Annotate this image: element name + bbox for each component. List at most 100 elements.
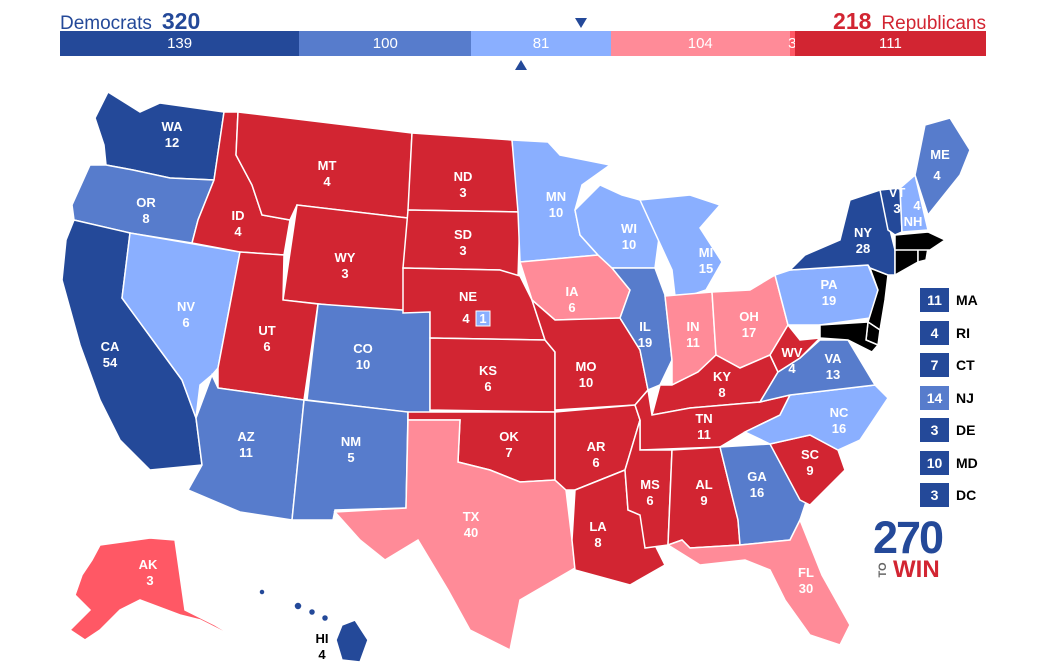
state-hi-island-1[interactable] [293,601,303,611]
state-me[interactable] [914,117,971,217]
ne-abbr: NE [459,289,477,304]
wv-ev: 4 [788,361,796,376]
fl-abbr: FL [798,565,814,580]
small-state-nj-abbr: NJ [956,389,974,406]
small-state-ct: 7 CT [920,353,978,377]
small-state-ct-ev-box[interactable]: 7 [920,353,949,377]
midpoint-up-arrow-icon [515,60,527,70]
la-ev: 8 [594,535,601,550]
mi-ev: 15 [699,261,713,276]
small-state-ma-abbr: MA [956,292,978,308]
small-state-ct-abbr: CT [956,357,975,373]
state-nh[interactable] [899,173,929,233]
pa-ev: 19 [822,293,836,308]
midpoint-down-arrow-icon [575,18,587,28]
va-abbr: VA [824,351,842,366]
state-hi[interactable] [335,619,369,663]
ut-ev: 6 [263,339,270,354]
democrats-tally: Democrats 320 [60,8,210,35]
republicans-total: 218 [833,8,872,34]
vt-ev: 3 [893,201,900,216]
small-state-ma-ev-box[interactable]: 11 [920,288,949,312]
ok-abbr: OK [499,429,519,444]
wa-ev: 12 [165,135,179,150]
sd-ev: 3 [459,243,466,258]
ut-abbr: UT [258,323,275,338]
small-state-nj: 14 NJ [920,385,978,410]
hi-ev: 4 [318,647,326,662]
nv-abbr: NV [177,299,195,314]
small-state-dc: 3 DC [920,483,978,507]
small-state-dc-ev-box[interactable]: 3 [920,483,949,507]
state-tx[interactable] [333,419,576,652]
nh-abbr: NH [904,214,923,229]
tx-abbr: TX [463,509,480,524]
fl-ev: 30 [799,581,813,596]
small-state-ri: 4 RI [920,320,978,345]
small-state-md-ev-box[interactable]: 10 [920,450,949,475]
wa-abbr: WA [162,119,184,134]
mt-abbr: MT [318,158,337,173]
ms-abbr: MS [640,477,660,492]
mi-abbr: MI [699,245,713,260]
ar-ev: 6 [592,455,599,470]
ok-ev: 7 [505,445,512,460]
tn-abbr: TN [695,411,712,426]
id-abbr: ID [232,208,245,223]
mo-ev: 10 [579,375,593,390]
state-ms[interactable] [624,419,673,549]
wi-ev: 10 [622,237,636,252]
small-state-dc-abbr: DC [956,487,977,503]
or-ev: 8 [142,211,149,226]
me-abbr: ME [930,147,950,162]
nv-ev: 6 [182,315,189,330]
democrats-label: Democrats [60,13,152,34]
me-ev: 4 [933,168,941,183]
state-fl[interactable] [666,518,851,646]
state-ct[interactable] [894,247,919,277]
small-state-de-ev-box[interactable]: 3 [920,418,949,442]
state-mi[interactable] [638,194,723,297]
ga-abbr: GA [747,469,767,484]
state-md[interactable] [819,321,880,353]
ks-ev: 6 [484,379,491,394]
state-il[interactable] [610,267,673,392]
state-vt[interactable] [879,187,903,236]
co-ev: 10 [356,357,370,372]
va-ev: 13 [826,367,840,382]
mn-abbr: MN [546,189,566,204]
state-ak[interactable] [68,537,241,641]
state-ma[interactable] [894,231,947,251]
state-ut[interactable] [217,251,319,401]
mo-abbr: MO [576,359,597,374]
state-hi-island-3[interactable] [320,613,330,623]
nc-ev: 16 [832,421,846,436]
small-state-ri-ev-box[interactable]: 4 [920,320,949,345]
ca-ev: 54 [103,355,118,370]
wv-abbr: WV [782,345,803,360]
small-state-nj-ev-box[interactable]: 14 [920,385,949,410]
co-abbr: CO [353,341,373,356]
ks-abbr: KS [479,363,497,378]
ny-abbr: NY [854,225,872,240]
sc-ev: 9 [806,463,813,478]
state-hi-island-4[interactable] [258,588,266,596]
ia-ev: 6 [568,300,575,315]
logo-bottom: TO WIN [873,558,945,582]
small-state-de: 3 DE [920,418,978,442]
state-hi-island-2[interactable] [307,607,317,617]
bar-lean-rep[interactable]: 104 [610,31,790,56]
ms-ev: 6 [646,493,653,508]
or-abbr: OR [136,195,156,210]
oh-ev: 17 [742,325,756,340]
state-nc[interactable] [743,384,889,451]
il-abbr: IL [639,319,651,334]
tally-header: Democrats 320 218 Republicans [60,4,986,35]
state-ny[interactable] [788,189,896,276]
wy-abbr: WY [335,250,356,265]
ak-abbr: AK [139,557,158,572]
270towin-logo[interactable]: 270 TO WIN [873,515,945,582]
nebraska-district-2-box[interactable] [475,310,491,327]
republicans-label: Republicans [881,13,986,34]
nm-abbr: NM [341,434,361,449]
